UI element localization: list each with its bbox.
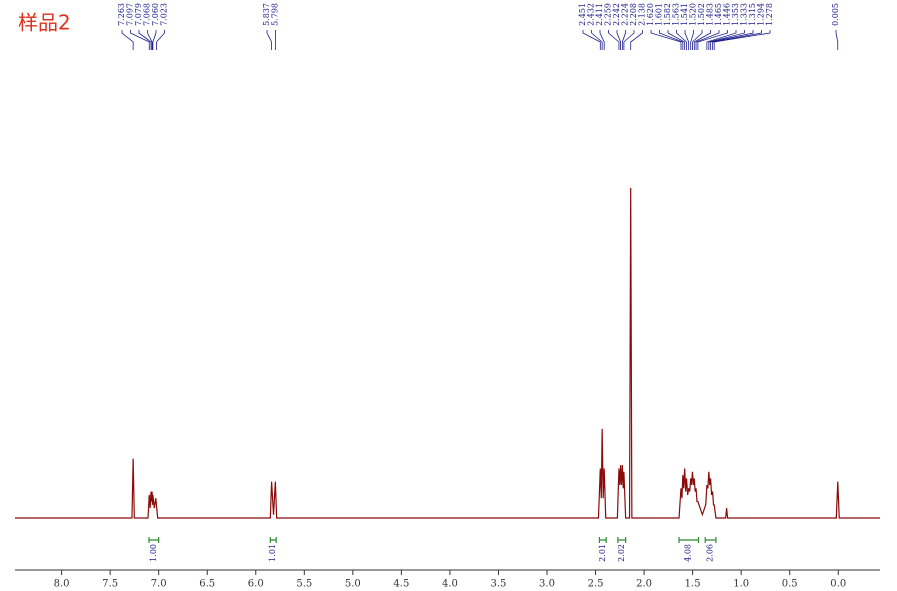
integral-label: 2.02 [617, 544, 626, 562]
peak-connector [706, 30, 737, 50]
peak-connector [616, 30, 621, 50]
peak-label: 7.068 [143, 3, 152, 26]
peak-connector [266, 30, 272, 50]
peak-label: 1.278 [765, 3, 774, 26]
peak-connector [152, 30, 157, 50]
x-tick-label: 0.5 [782, 579, 798, 590]
peak-connector [710, 30, 754, 50]
x-tick-label: 6.5 [199, 579, 215, 590]
peak-connector [147, 30, 153, 50]
peak-connector [156, 30, 165, 50]
peak-label: 2.259 [604, 3, 613, 26]
peak-label: 1.541 [680, 3, 689, 26]
x-tick-label: 4.5 [393, 579, 409, 590]
peak-label: 1.294 [757, 3, 766, 26]
peak-connector [697, 30, 728, 50]
x-tick-label: 7.0 [151, 579, 167, 590]
x-tick-label: 1.5 [685, 579, 701, 590]
peak-connector [659, 30, 684, 50]
peak-label: 7.263 [117, 3, 126, 26]
x-tick-label: 4.0 [442, 579, 458, 590]
peak-connector [667, 30, 686, 50]
peak-label: 1.353 [731, 3, 740, 26]
integral-label: 2.01 [598, 544, 607, 562]
peak-connector [676, 30, 687, 50]
integral-label: 1.01 [268, 544, 277, 562]
x-tick-label: 3.5 [491, 579, 507, 590]
peak-connector [621, 30, 626, 50]
peak-label: 1.620 [646, 3, 655, 26]
peak-label: 1.446 [723, 3, 732, 26]
peak-connector [690, 30, 694, 50]
peak-connector [684, 30, 690, 50]
peak-label: 1.465 [714, 3, 723, 26]
peak-connector [708, 30, 745, 50]
x-tick-label: 0.0 [830, 579, 846, 590]
peak-connector [712, 30, 762, 50]
peak-connector [650, 30, 682, 50]
peak-label: 1.333 [740, 3, 749, 26]
peak-label: 1.502 [697, 3, 706, 26]
peak-label: 2.208 [629, 3, 638, 26]
peak-connector [138, 30, 152, 50]
x-tick-label: 3.0 [539, 579, 555, 590]
spectrum-line [15, 187, 880, 519]
integral-bracket [598, 537, 607, 543]
peak-label: 1.315 [748, 3, 757, 26]
peak-connector [693, 30, 711, 50]
x-tick-label: 6.0 [248, 579, 264, 590]
x-tick-label: 2.5 [588, 579, 604, 590]
peak-connector [630, 30, 643, 50]
x-tick-label: 8.0 [54, 579, 70, 590]
x-tick-label: 2.0 [636, 579, 652, 590]
peak-label: 2.411 [595, 3, 604, 26]
peak-label: 1.520 [689, 3, 698, 26]
peak-connector [835, 30, 839, 50]
peak-label: 2.138 [638, 3, 647, 26]
peak-label: 7.097 [126, 3, 135, 26]
chart-title: 样品2 [18, 11, 71, 35]
integral-bracket [269, 537, 277, 543]
peak-label: 1.582 [663, 3, 672, 26]
peak-label: 5.837 [262, 3, 271, 26]
peak-connector [713, 30, 771, 50]
peak-label: 7.079 [134, 3, 143, 26]
peak-label: 2.451 [578, 3, 587, 26]
peak-label: 1.563 [672, 3, 681, 26]
peak-label: 5.798 [271, 3, 280, 26]
peak-connector [692, 30, 703, 50]
peak-connector [695, 30, 720, 50]
peak-connector [591, 30, 603, 50]
x-tick-label: 7.5 [102, 579, 118, 590]
peak-connector [608, 30, 620, 50]
peak-connector [130, 30, 150, 50]
integral-label: 2.06 [706, 544, 715, 562]
peak-label: 2.432 [587, 3, 596, 26]
peak-label: 1.601 [655, 3, 664, 26]
integral-bracket [704, 537, 717, 543]
peak-connector [599, 30, 605, 50]
peak-label: 2.224 [621, 3, 630, 26]
peak-connector [582, 30, 601, 50]
integral-label: 1.00 [149, 544, 158, 562]
peak-connector [623, 30, 635, 50]
peak-label: 1.483 [706, 3, 715, 26]
integral-bracket [678, 537, 700, 543]
x-tick-label: 5.5 [296, 579, 312, 590]
x-tick-label: 1.0 [733, 579, 749, 590]
integral-bracket [617, 537, 627, 543]
peak-label: 0.005 [831, 3, 840, 26]
peak-connector [121, 30, 134, 50]
peak-label: 7.023 [160, 3, 169, 26]
x-tick-label: 5.0 [345, 579, 361, 590]
peak-label: 2.242 [612, 3, 621, 26]
integral-bracket [148, 537, 160, 543]
integral-label: 4.08 [684, 544, 693, 562]
peak-label: 7.060 [151, 3, 160, 26]
